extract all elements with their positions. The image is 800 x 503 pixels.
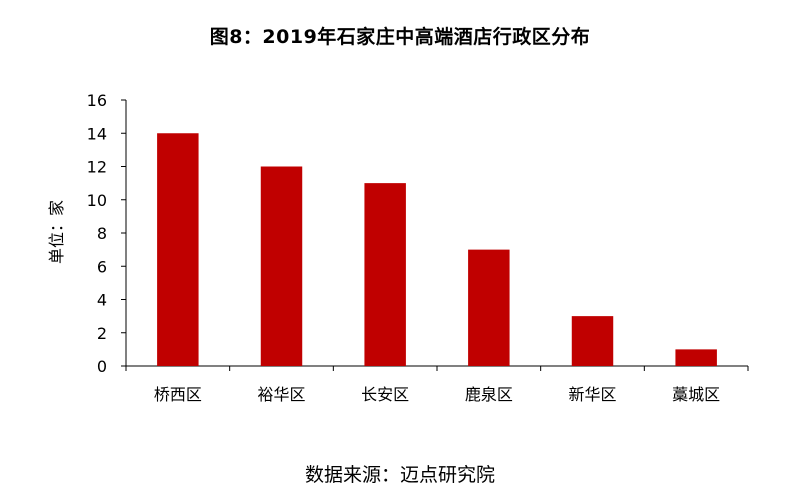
y-tick-label: 14 [87, 124, 107, 143]
y-tick-label: 6 [97, 257, 107, 276]
y-tick-label: 8 [97, 224, 107, 243]
x-axis: 桥西区 裕华区 长安区 鹿泉区 新华区 藁城区 [125, 365, 749, 404]
x-tick-label: 鹿泉区 [465, 385, 513, 404]
y-tick-label: 4 [97, 291, 107, 310]
bar [675, 349, 717, 366]
x-tick-label: 裕华区 [257, 385, 305, 404]
x-tick-label: 桥西区 [154, 385, 202, 404]
bar [468, 249, 510, 366]
x-tick-label: 长安区 [361, 385, 409, 404]
y-tick-label: 12 [87, 158, 107, 177]
y-tick-label: 10 [87, 191, 107, 210]
x-tick-label: 藁城区 [672, 385, 720, 404]
y-tick-label: 16 [87, 91, 107, 110]
bar [260, 166, 303, 366]
y-axis: 0 2 4 6 8 10 12 14 16 [87, 91, 127, 376]
bar [364, 183, 406, 366]
bar [157, 133, 199, 366]
x-tick-label: 新华区 [568, 385, 616, 404]
source-note: 数据来源：迈点研究院 [304, 464, 495, 486]
y-axis-label: 单位：家 [47, 200, 66, 264]
y-tick-label: 2 [97, 324, 107, 343]
bars [157, 133, 717, 366]
y-tick-label: 0 [97, 357, 107, 376]
bar-chart: 0 2 4 6 8 10 12 14 16 桥西区 裕华区 长安区 鹿泉区 新华区 藁城区 单位：家 [47, 91, 749, 404]
chart-title: 图8：2019年石家庄中高端酒店行政区分布 [209, 26, 591, 48]
bar [571, 316, 614, 366]
